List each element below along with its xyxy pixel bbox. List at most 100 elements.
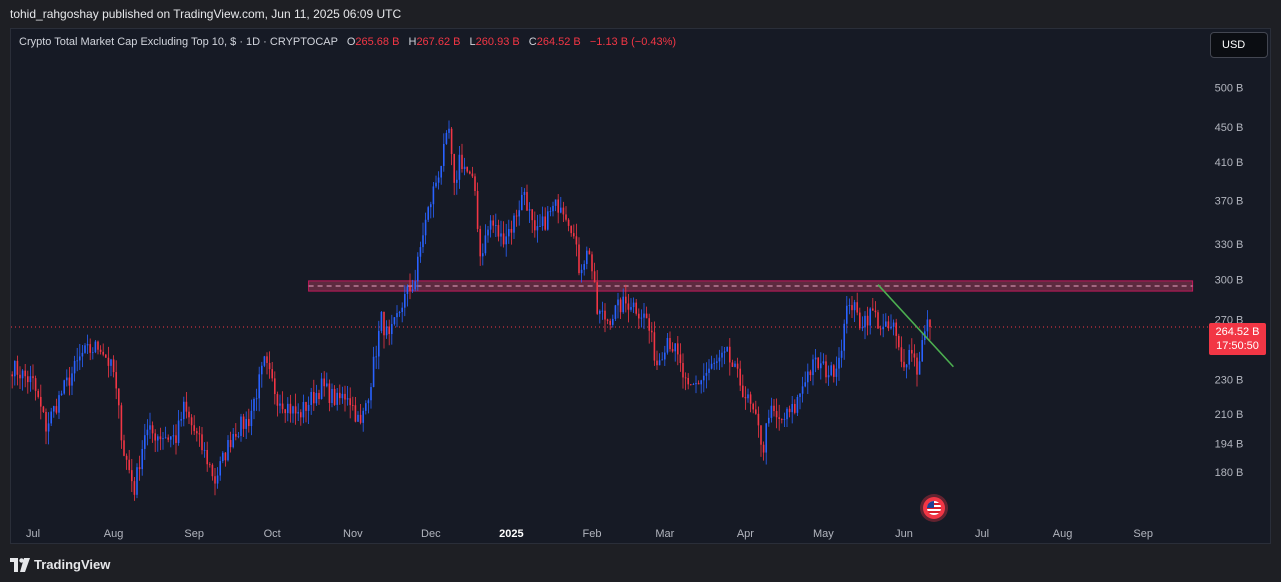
candle-body xyxy=(547,211,549,230)
candle xyxy=(593,262,596,283)
candle xyxy=(510,220,513,245)
candle-body xyxy=(515,215,518,217)
candle xyxy=(16,355,19,386)
candle xyxy=(627,294,630,323)
y-tick-label: 300 B xyxy=(1215,275,1244,287)
candle xyxy=(196,427,198,442)
candle xyxy=(926,310,929,338)
candle-body xyxy=(84,345,86,353)
candle-body xyxy=(820,363,822,369)
candle-body xyxy=(206,449,208,465)
tradingview-brand[interactable]: TradingView xyxy=(34,557,111,572)
candle-body xyxy=(804,382,806,387)
candle-body xyxy=(536,226,539,231)
candle xyxy=(333,385,336,406)
candle-body xyxy=(201,434,203,451)
candle-body xyxy=(859,312,861,329)
candle xyxy=(453,153,455,196)
candle-body xyxy=(349,398,351,406)
candle-body xyxy=(809,371,812,376)
candle xyxy=(838,347,840,381)
candle xyxy=(775,398,778,429)
candle-body xyxy=(105,354,107,358)
candle-body xyxy=(887,321,890,329)
candle-body xyxy=(242,416,245,429)
candle-body xyxy=(227,440,229,461)
currency-button[interactable]: USD xyxy=(1210,32,1268,58)
candle xyxy=(388,319,390,346)
candle-body xyxy=(414,281,416,290)
y-tick-label: 410 B xyxy=(1215,157,1244,169)
candle-body xyxy=(294,406,297,414)
candle xyxy=(489,215,492,238)
candle xyxy=(284,408,286,423)
candle xyxy=(586,246,588,270)
candle xyxy=(406,284,409,307)
candle-body xyxy=(71,373,73,386)
candle-body xyxy=(281,403,284,410)
candle xyxy=(352,396,354,411)
candle-body xyxy=(235,433,237,437)
candle xyxy=(107,346,110,378)
candle xyxy=(463,157,466,176)
candle-body xyxy=(118,388,120,406)
candle xyxy=(448,120,450,139)
us-flag-event-icon[interactable] xyxy=(923,497,945,519)
candle xyxy=(97,340,99,355)
candle-body xyxy=(24,370,26,377)
candle xyxy=(658,353,661,366)
candle-body xyxy=(73,360,76,374)
candle xyxy=(476,182,479,233)
candle-body xyxy=(331,388,333,404)
candle xyxy=(495,213,497,238)
candle xyxy=(115,360,117,400)
candle xyxy=(752,402,754,414)
high-value: 267.62 B xyxy=(416,36,461,48)
candle xyxy=(549,207,552,217)
candle xyxy=(292,405,294,423)
candle-body xyxy=(310,391,312,405)
candle-body xyxy=(752,403,754,410)
candle xyxy=(331,383,333,408)
candle xyxy=(580,264,583,283)
candle-body xyxy=(731,362,734,367)
candle xyxy=(765,422,767,465)
candle xyxy=(365,400,367,415)
candle-body xyxy=(255,398,258,400)
candle xyxy=(79,343,81,370)
candle xyxy=(729,338,731,376)
candle xyxy=(24,364,26,388)
candle xyxy=(370,383,372,409)
candle-body xyxy=(92,352,94,354)
candle xyxy=(263,355,266,368)
candle-body xyxy=(183,401,185,420)
candle-body xyxy=(385,326,388,336)
candle xyxy=(619,297,622,320)
y-tick-label: 450 B xyxy=(1215,122,1244,134)
candle-body xyxy=(339,392,341,399)
tradingview-logo-icon[interactable] xyxy=(10,558,30,572)
candle-body xyxy=(175,435,177,443)
candle xyxy=(541,206,544,231)
candle xyxy=(250,399,253,436)
candle-body xyxy=(567,219,570,226)
candle xyxy=(211,463,214,481)
candle-body xyxy=(370,387,372,401)
candle-body xyxy=(518,210,520,217)
candle-body xyxy=(154,433,156,441)
candle-body xyxy=(640,317,643,319)
candle-body xyxy=(328,383,331,404)
candle-body xyxy=(427,207,429,220)
candle-body xyxy=(843,323,845,351)
candle xyxy=(154,429,156,453)
candle-body xyxy=(11,374,13,377)
candle-body xyxy=(890,326,892,329)
candle xyxy=(404,285,406,317)
candle xyxy=(151,421,154,443)
x-tick-label: Aug xyxy=(104,528,124,540)
candle-body xyxy=(708,368,710,373)
candle-body xyxy=(601,310,604,312)
candle-body xyxy=(671,349,674,352)
